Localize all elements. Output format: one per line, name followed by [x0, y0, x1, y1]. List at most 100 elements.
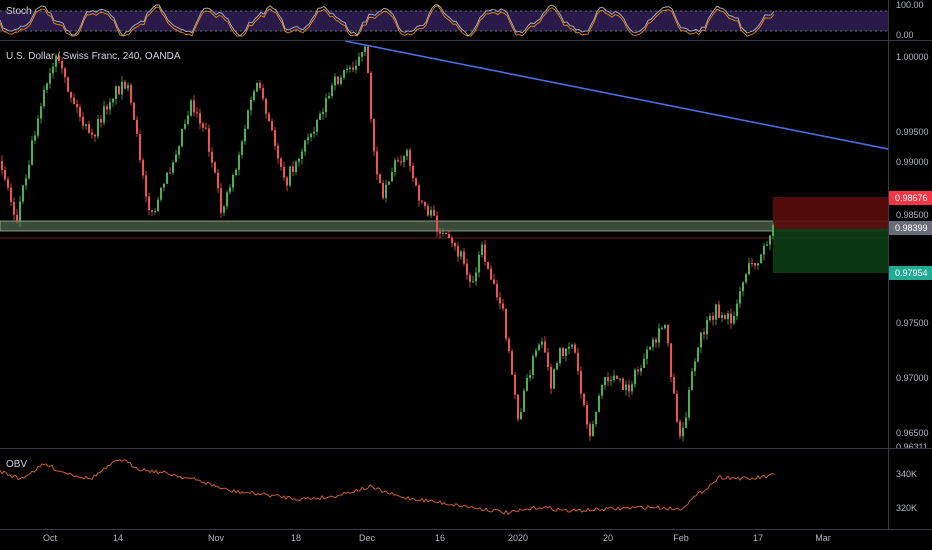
candle-body: [613, 375, 615, 381]
obv-pane[interactable]: OBV: [0, 449, 888, 529]
candle-body: [478, 254, 480, 273]
pane-separator[interactable]: [0, 40, 932, 41]
candle-body: [214, 162, 216, 173]
candle-body: [301, 151, 303, 159]
price-axis-label: 0.96311: [896, 442, 928, 452]
candle-body: [604, 377, 606, 386]
candle-body: [457, 246, 459, 257]
candle-body: [658, 328, 660, 343]
candle-body: [280, 158, 282, 167]
candle-body: [715, 304, 717, 320]
candle-body: [265, 98, 267, 114]
candle-body: [703, 332, 705, 335]
price-pane[interactable]: U.S. Dollar / Swiss Franc, 240, OANDA: [0, 41, 888, 448]
candle-body: [589, 424, 591, 437]
candle-body: [679, 421, 681, 437]
take-profit-zone: [773, 229, 888, 273]
time-axis[interactable]: [0, 530, 932, 550]
candle-body: [169, 172, 171, 174]
candle-body: [118, 86, 120, 95]
candle-body: [85, 124, 87, 126]
candle-body: [544, 341, 546, 353]
candle-body: [247, 110, 249, 129]
candle-body: [250, 99, 252, 111]
candle-body: [499, 297, 501, 304]
candle-body: [130, 85, 132, 103]
candle-body: [724, 315, 726, 320]
candle-body: [454, 243, 456, 247]
obv-label: OBV: [6, 459, 28, 470]
candle-body: [283, 166, 285, 178]
candle-body: [331, 85, 333, 96]
candle-body: [619, 378, 621, 380]
price-axis-label: 0.97000: [896, 373, 929, 383]
candle-body: [238, 154, 240, 170]
stoch-axis[interactable]: 100.00 0.00: [888, 0, 932, 40]
pane-separator[interactable]: [0, 448, 932, 449]
candle-body: [520, 412, 522, 420]
candle-body: [334, 76, 336, 86]
candle-body: [532, 356, 534, 375]
candle-body: [649, 346, 651, 350]
candle-body: [151, 210, 153, 212]
candle-body: [259, 82, 261, 89]
candle-body: [553, 369, 555, 389]
candle-body: [97, 119, 99, 137]
obv-plot: [0, 459, 775, 515]
candle-body: [190, 100, 192, 116]
candle-body: [34, 135, 36, 141]
candle-body: [370, 72, 372, 119]
candle-body: [262, 88, 264, 99]
candle-body: [433, 209, 435, 216]
time-axis-label: Feb: [673, 533, 689, 543]
candle-body: [298, 158, 300, 162]
candle-body: [289, 166, 291, 186]
candle-body: [172, 162, 174, 173]
candle-body: [46, 83, 48, 90]
stop-loss-price-tag: 0.98676: [889, 191, 932, 205]
candle-body: [517, 394, 519, 420]
candle-body: [529, 375, 531, 378]
candle-body: [625, 384, 627, 390]
candle-body: [661, 328, 663, 330]
candle-body: [55, 55, 57, 67]
candle-body: [94, 134, 96, 137]
time-axis-label: 20: [602, 533, 614, 543]
candle-body: [304, 140, 306, 152]
stoch-pane[interactable]: Stoch: [0, 0, 888, 40]
stoch-axis-label: 100.00: [896, 0, 924, 10]
candle-body: [316, 119, 318, 132]
candle-body: [157, 199, 159, 211]
candle-body: [388, 181, 390, 185]
take-profit-price-tag: 0.97954: [889, 266, 932, 280]
candle-body: [460, 251, 462, 257]
time-axis-label: Dec: [358, 533, 376, 543]
candle-body: [733, 316, 735, 324]
price-axis-label: 0.98500: [896, 210, 929, 220]
pane-separator[interactable]: [0, 529, 932, 530]
candle-body: [469, 274, 471, 282]
candle-body: [427, 206, 429, 216]
candle-body: [622, 378, 624, 390]
stoch-plot: [0, 4, 888, 37]
candle-body: [610, 380, 612, 381]
candle-body: [637, 369, 639, 372]
obv-axis[interactable]: 340K 320K: [888, 449, 932, 529]
candle-body: [505, 308, 507, 339]
candle-body: [526, 377, 528, 391]
candle-body: [235, 169, 237, 175]
price-axis-label: 0.99500: [896, 127, 929, 137]
candle-body: [226, 192, 228, 207]
candle-body: [16, 214, 18, 222]
candle-body: [451, 237, 453, 244]
candle-body: [286, 177, 288, 186]
candle-body: [13, 201, 15, 215]
time-axis-label: 14: [112, 533, 124, 543]
candle-body: [682, 427, 684, 437]
price-axis[interactable]: 1.00000 0.99500 0.99000 0.98500 0.97500 …: [888, 41, 932, 452]
stoch-axis-label: 0.00: [896, 30, 914, 40]
time-axis-label: Mar: [815, 533, 831, 543]
candle-body: [397, 160, 399, 162]
candle-body: [58, 55, 60, 61]
candle-body: [178, 146, 180, 155]
